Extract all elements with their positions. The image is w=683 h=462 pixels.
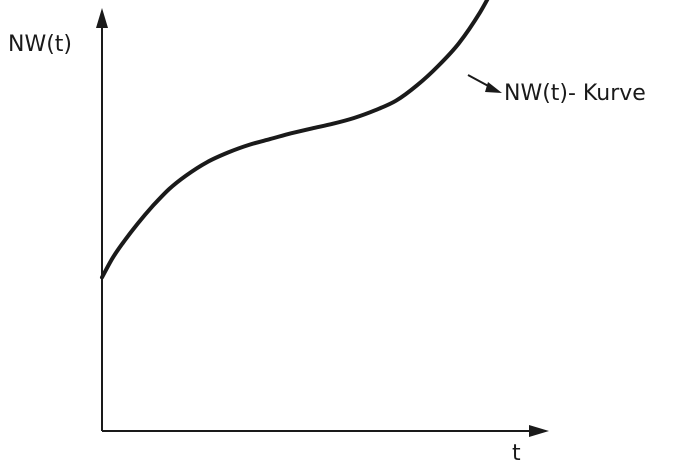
x-axis-label: t bbox=[512, 441, 521, 462]
y-axis-label: NW(t) bbox=[8, 32, 72, 57]
nw-curve-line bbox=[100, 0, 490, 280]
annotation-pointer-arrow bbox=[485, 82, 502, 93]
y-axis-arrow bbox=[96, 8, 108, 28]
curve-annotation-label: NW(t)- Kurve bbox=[504, 81, 646, 106]
x-axis-arrow bbox=[529, 425, 549, 437]
